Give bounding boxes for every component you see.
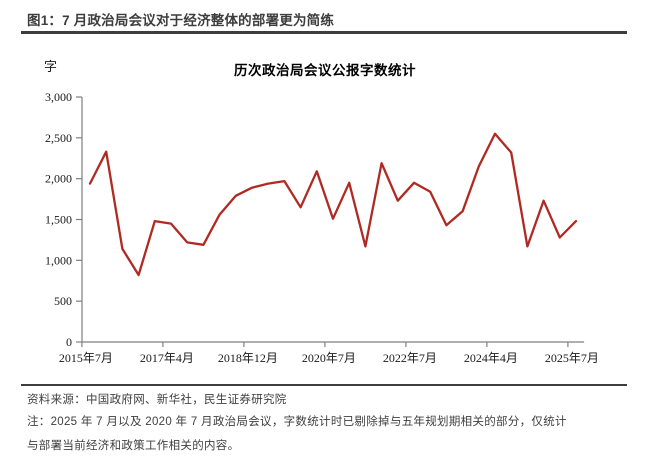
header-rule <box>21 31 627 34</box>
y-tick-label: 0 <box>66 335 72 349</box>
x-tick-label: 2017年4月 <box>140 351 194 365</box>
note-line-2: 与部署当前经济和政策工作相关的内容。 <box>27 440 240 452</box>
y-tick-label: 2,500 <box>45 131 72 145</box>
y-tick-label: 2,000 <box>45 172 72 186</box>
y-tick-label: 3,000 <box>45 90 72 104</box>
x-tick-label: 2025年7月 <box>545 351 599 365</box>
x-tick-label: 2015年7月 <box>59 351 113 365</box>
x-tick-label: 2020年7月 <box>302 351 356 365</box>
source-text: 资料来源：中国政府网、新华社，民生证券研究院 <box>27 394 287 406</box>
y-tick-label: 1,000 <box>45 253 72 267</box>
x-tick-label: 2022年7月 <box>383 351 437 365</box>
footer-rule <box>21 384 627 386</box>
figure-title: 图1：7 月政治局会议对于经济整体的部署更为简练 <box>27 13 335 28</box>
chart-title: 历次政治局会议公报字数统计 <box>234 63 416 78</box>
line-chart: 0 500 1,000 1,500 2,000 2,500 3,000 2015年7月 2017… <box>45 90 599 365</box>
data-line-series <box>88 132 578 277</box>
note-text: 注：2025 年 7 月以及 2020 年 7 月政治局会议，字数统计时已剔除掉… <box>27 410 623 458</box>
x-tick-label: 2024年4月 <box>464 351 518 365</box>
x-tick-label: 2018年12月 <box>218 351 278 365</box>
y-tick-label: 1,500 <box>45 213 72 227</box>
y-axis-unit-label: 字 <box>44 59 58 74</box>
note-line-1: 注：2025 年 7 月以及 2020 年 7 月政治局会议，字数统计时已剔除掉… <box>27 416 567 428</box>
y-tick-label: 500 <box>54 294 72 308</box>
